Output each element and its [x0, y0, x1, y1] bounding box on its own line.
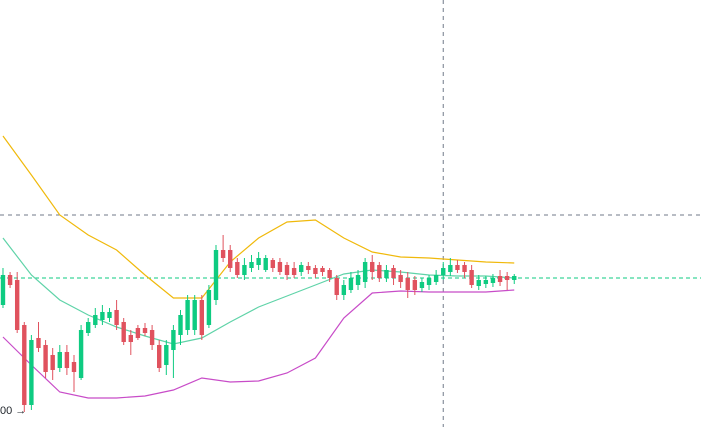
- candle-body: [384, 270, 389, 278]
- candle-body: [228, 250, 233, 268]
- candle-body: [242, 265, 247, 275]
- candle-body: [57, 352, 62, 368]
- candle-body: [512, 276, 517, 280]
- candle-body: [504, 276, 510, 280]
- candle-body: [348, 278, 354, 290]
- candle-body: [270, 260, 276, 268]
- candle-body: [157, 345, 162, 368]
- candle-body: [14, 280, 20, 330]
- candle-body: [64, 352, 70, 368]
- candle-body: [362, 262, 368, 282]
- candle-body: [355, 275, 361, 285]
- candle-body: [277, 262, 283, 272]
- candle-body: [235, 262, 240, 275]
- candle-body: [22, 325, 27, 405]
- candle-body: [441, 268, 446, 275]
- candle-body: [391, 268, 396, 278]
- candle-body: [213, 250, 219, 300]
- candle-body: [483, 280, 489, 284]
- candle-body: [0, 275, 6, 305]
- candle-body: [334, 278, 339, 295]
- price-annotation: 00 →: [0, 405, 26, 417]
- candle-body: [192, 300, 197, 330]
- candle-body: [291, 268, 297, 275]
- candle-body: [377, 265, 382, 278]
- candle-body: [490, 278, 496, 283]
- candle-body: [320, 268, 325, 272]
- candle-body: [114, 310, 119, 325]
- candle-body: [7, 275, 13, 285]
- candle-body: [455, 265, 460, 270]
- candle-body: [299, 265, 304, 272]
- candle-body: [497, 276, 503, 282]
- candle-body: [433, 275, 439, 282]
- candle-body: [341, 285, 347, 295]
- candle-body: [43, 345, 48, 372]
- candle-body: [50, 355, 55, 370]
- candle-body: [185, 300, 190, 330]
- candle-body: [199, 300, 205, 335]
- candle-body: [29, 340, 34, 405]
- candle-body: [462, 265, 467, 272]
- candle-body: [71, 362, 77, 372]
- band-line: [2, 289, 515, 399]
- candle-body: [327, 270, 332, 278]
- candle-body: [220, 250, 226, 258]
- candle-body: [36, 338, 41, 348]
- candle-body: [405, 278, 410, 290]
- candle-body: [107, 312, 112, 318]
- candle-body: [178, 315, 183, 335]
- candle-body: [249, 262, 254, 268]
- candle-body: [121, 322, 126, 342]
- candle-body: [426, 278, 432, 285]
- candle-body: [171, 330, 176, 350]
- candle-body: [469, 270, 474, 285]
- candle-body: [412, 280, 418, 290]
- candle-body: [142, 328, 148, 333]
- candle-body: [370, 262, 375, 272]
- candle-body: [256, 258, 261, 265]
- candle-body: [78, 330, 84, 378]
- candle-body: [313, 268, 318, 274]
- candle-body: [263, 258, 268, 270]
- candle-body: [164, 345, 169, 365]
- candle-body: [398, 275, 403, 282]
- candle-body: [306, 266, 311, 270]
- candle-body: [85, 322, 91, 333]
- candle-body: [149, 330, 155, 345]
- candle-body: [135, 328, 141, 338]
- candle-body: [419, 282, 425, 288]
- candle-body: [128, 335, 133, 342]
- candle-body: [476, 280, 481, 286]
- candle-body: [93, 315, 98, 325]
- candle-body: [206, 290, 212, 325]
- candle-body: [448, 265, 453, 272]
- band-line: [2, 135, 515, 299]
- candle-body: [100, 312, 105, 320]
- candle-body: [284, 265, 290, 275]
